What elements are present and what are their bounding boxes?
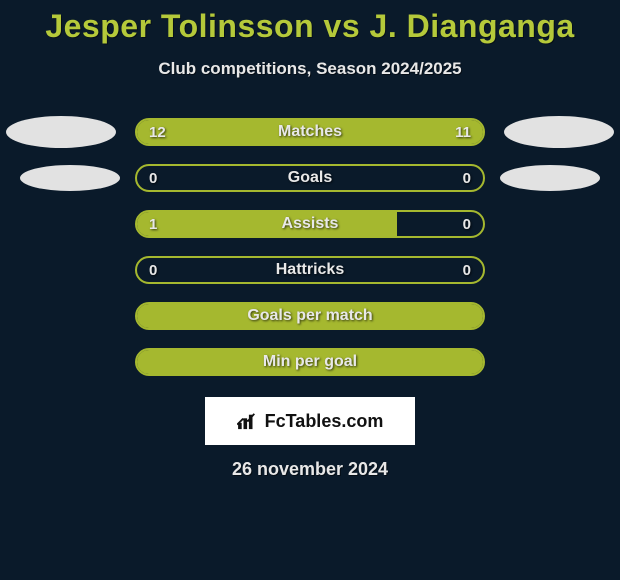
stats-area: 1211Matches00Goals10Assists00HattricksGo…: [0, 109, 620, 385]
stat-row: Goals per match: [0, 293, 620, 339]
avatar-ellipse-right: [500, 165, 600, 191]
bar-fill: [137, 304, 483, 328]
bar-fill-left: [137, 212, 397, 236]
avatar-ellipse-right: [504, 116, 614, 148]
bar-fill-left: [137, 120, 318, 144]
stat-label: Hattricks: [137, 258, 483, 282]
bar-fill: [137, 350, 483, 374]
stat-bar: Min per goal: [135, 348, 485, 376]
date-line: 26 november 2024: [0, 459, 620, 480]
stat-value-right: 0: [451, 166, 483, 190]
stat-row: 0 0Hattricks: [0, 247, 620, 293]
logo-box: FcTables.com: [205, 397, 415, 445]
stat-bar: Goals per match: [135, 302, 485, 330]
page-subtitle: Club competitions, Season 2024/2025: [0, 59, 620, 79]
stat-bar: 1211Matches: [135, 118, 485, 146]
avatar-ellipse-left: [6, 116, 116, 148]
stat-row: Min per goal: [0, 339, 620, 385]
stat-row: 10Assists: [0, 201, 620, 247]
stat-value-left: 0: [137, 258, 169, 282]
stat-value-right: 0: [451, 258, 483, 282]
stat-row: 0 0Goals: [0, 155, 620, 201]
logo-text: FcTables.com: [265, 411, 384, 432]
avatar-ellipse-left: [20, 165, 120, 191]
stat-bar: 0 0Hattricks: [135, 256, 485, 284]
stat-bar: 0 0Goals: [135, 164, 485, 192]
stat-bar: 10Assists: [135, 210, 485, 238]
stat-row: 1211Matches: [0, 109, 620, 155]
stat-value-left: 0: [137, 166, 169, 190]
stat-value-right: 0: [451, 212, 483, 236]
bar-fill-right: [318, 120, 483, 144]
page-title: Jesper Tolinsson vs J. Dianganga: [0, 0, 620, 45]
chart-icon: [237, 412, 259, 430]
stat-label: Goals: [137, 166, 483, 190]
